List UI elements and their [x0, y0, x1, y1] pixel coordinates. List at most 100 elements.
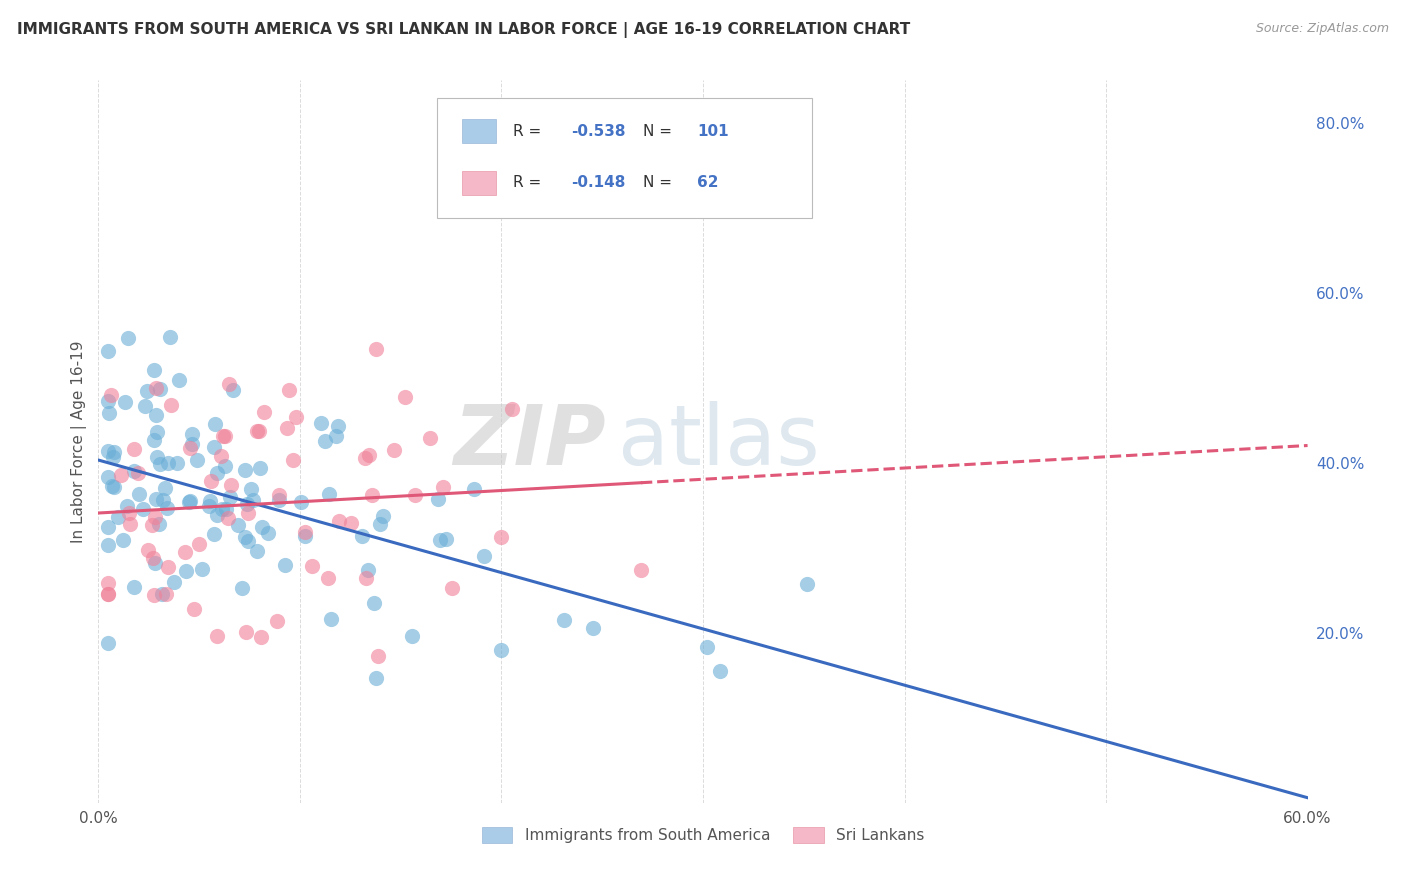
- Point: [371, 509, 394, 524]
- Point: [401, 629, 423, 643]
- Point: [145, 408, 167, 422]
- Point: [136, 543, 159, 558]
- Point: [148, 516, 170, 531]
- Point: [143, 433, 166, 447]
- Point: [97, 444, 120, 458]
- Point: [231, 581, 253, 595]
- Point: [117, 499, 139, 513]
- Point: [472, 549, 495, 564]
- Point: [253, 404, 276, 418]
- Point: [249, 461, 271, 475]
- Point: [440, 581, 463, 595]
- Point: [127, 466, 149, 480]
- Point: [118, 506, 141, 520]
- Point: [159, 329, 181, 343]
- Text: IMMIGRANTS FROM SOUTH AMERICA VS SRI LANKAN IN LABOR FORCE | AGE 16-19 CORRELATI: IMMIGRANTS FROM SOUTH AMERICA VS SRI LAN…: [17, 22, 910, 38]
- Point: [553, 613, 575, 627]
- Point: [149, 458, 172, 472]
- Point: [128, 487, 150, 501]
- Point: [426, 491, 449, 506]
- Point: [181, 427, 204, 442]
- Point: [269, 488, 291, 502]
- Text: -0.148: -0.148: [571, 176, 626, 191]
- Text: -0.538: -0.538: [571, 124, 626, 139]
- Point: [429, 533, 451, 548]
- Point: [167, 373, 190, 387]
- Text: ZIP: ZIP: [454, 401, 606, 482]
- Point: [188, 537, 211, 551]
- Point: [145, 491, 167, 506]
- Point: [218, 377, 240, 392]
- Point: [145, 381, 167, 395]
- Point: [339, 516, 361, 530]
- Point: [157, 456, 180, 470]
- Point: [247, 425, 270, 439]
- Point: [197, 499, 219, 513]
- Point: [97, 394, 120, 409]
- Text: 101: 101: [697, 124, 728, 139]
- Point: [141, 517, 163, 532]
- Point: [314, 434, 336, 448]
- Point: [112, 533, 135, 547]
- FancyBboxPatch shape: [463, 171, 496, 195]
- Text: Source: ZipAtlas.com: Source: ZipAtlas.com: [1256, 22, 1389, 36]
- Point: [212, 429, 235, 443]
- Point: [214, 459, 236, 474]
- Point: [363, 596, 385, 610]
- Point: [160, 398, 183, 412]
- Point: [709, 664, 731, 678]
- Point: [97, 520, 120, 534]
- Point: [163, 575, 186, 590]
- Point: [250, 520, 273, 534]
- Point: [250, 630, 273, 644]
- Point: [97, 587, 120, 601]
- Point: [434, 533, 457, 547]
- Point: [202, 527, 225, 541]
- Point: [150, 587, 173, 601]
- Point: [285, 410, 308, 425]
- Point: [276, 421, 298, 435]
- Point: [97, 343, 120, 358]
- Point: [364, 342, 387, 356]
- Point: [166, 457, 188, 471]
- Point: [179, 441, 201, 455]
- Point: [359, 448, 381, 462]
- Point: [205, 508, 228, 523]
- Point: [107, 510, 129, 524]
- Point: [177, 495, 200, 509]
- Point: [204, 440, 226, 454]
- Point: [630, 563, 652, 577]
- Point: [179, 494, 201, 508]
- Point: [181, 437, 204, 451]
- Point: [219, 490, 242, 504]
- Point: [143, 509, 166, 524]
- Point: [246, 543, 269, 558]
- Point: [200, 474, 222, 488]
- Point: [233, 530, 256, 544]
- Point: [117, 331, 139, 345]
- Point: [325, 428, 347, 442]
- Point: [318, 571, 340, 585]
- Point: [103, 445, 125, 459]
- Point: [309, 416, 332, 430]
- Point: [367, 649, 389, 664]
- Point: [404, 488, 426, 502]
- Point: [122, 580, 145, 594]
- Point: [290, 495, 312, 509]
- Point: [142, 588, 165, 602]
- Point: [122, 442, 145, 457]
- Point: [156, 501, 179, 516]
- Point: [191, 562, 214, 576]
- Text: R =: R =: [513, 176, 547, 191]
- Point: [269, 492, 291, 507]
- Point: [101, 479, 124, 493]
- Point: [173, 545, 195, 559]
- Text: R =: R =: [513, 124, 547, 139]
- Point: [217, 511, 239, 525]
- Point: [294, 524, 316, 539]
- Point: [97, 635, 120, 649]
- Point: [103, 480, 125, 494]
- Point: [155, 587, 177, 601]
- Point: [235, 497, 257, 511]
- Point: [246, 424, 269, 438]
